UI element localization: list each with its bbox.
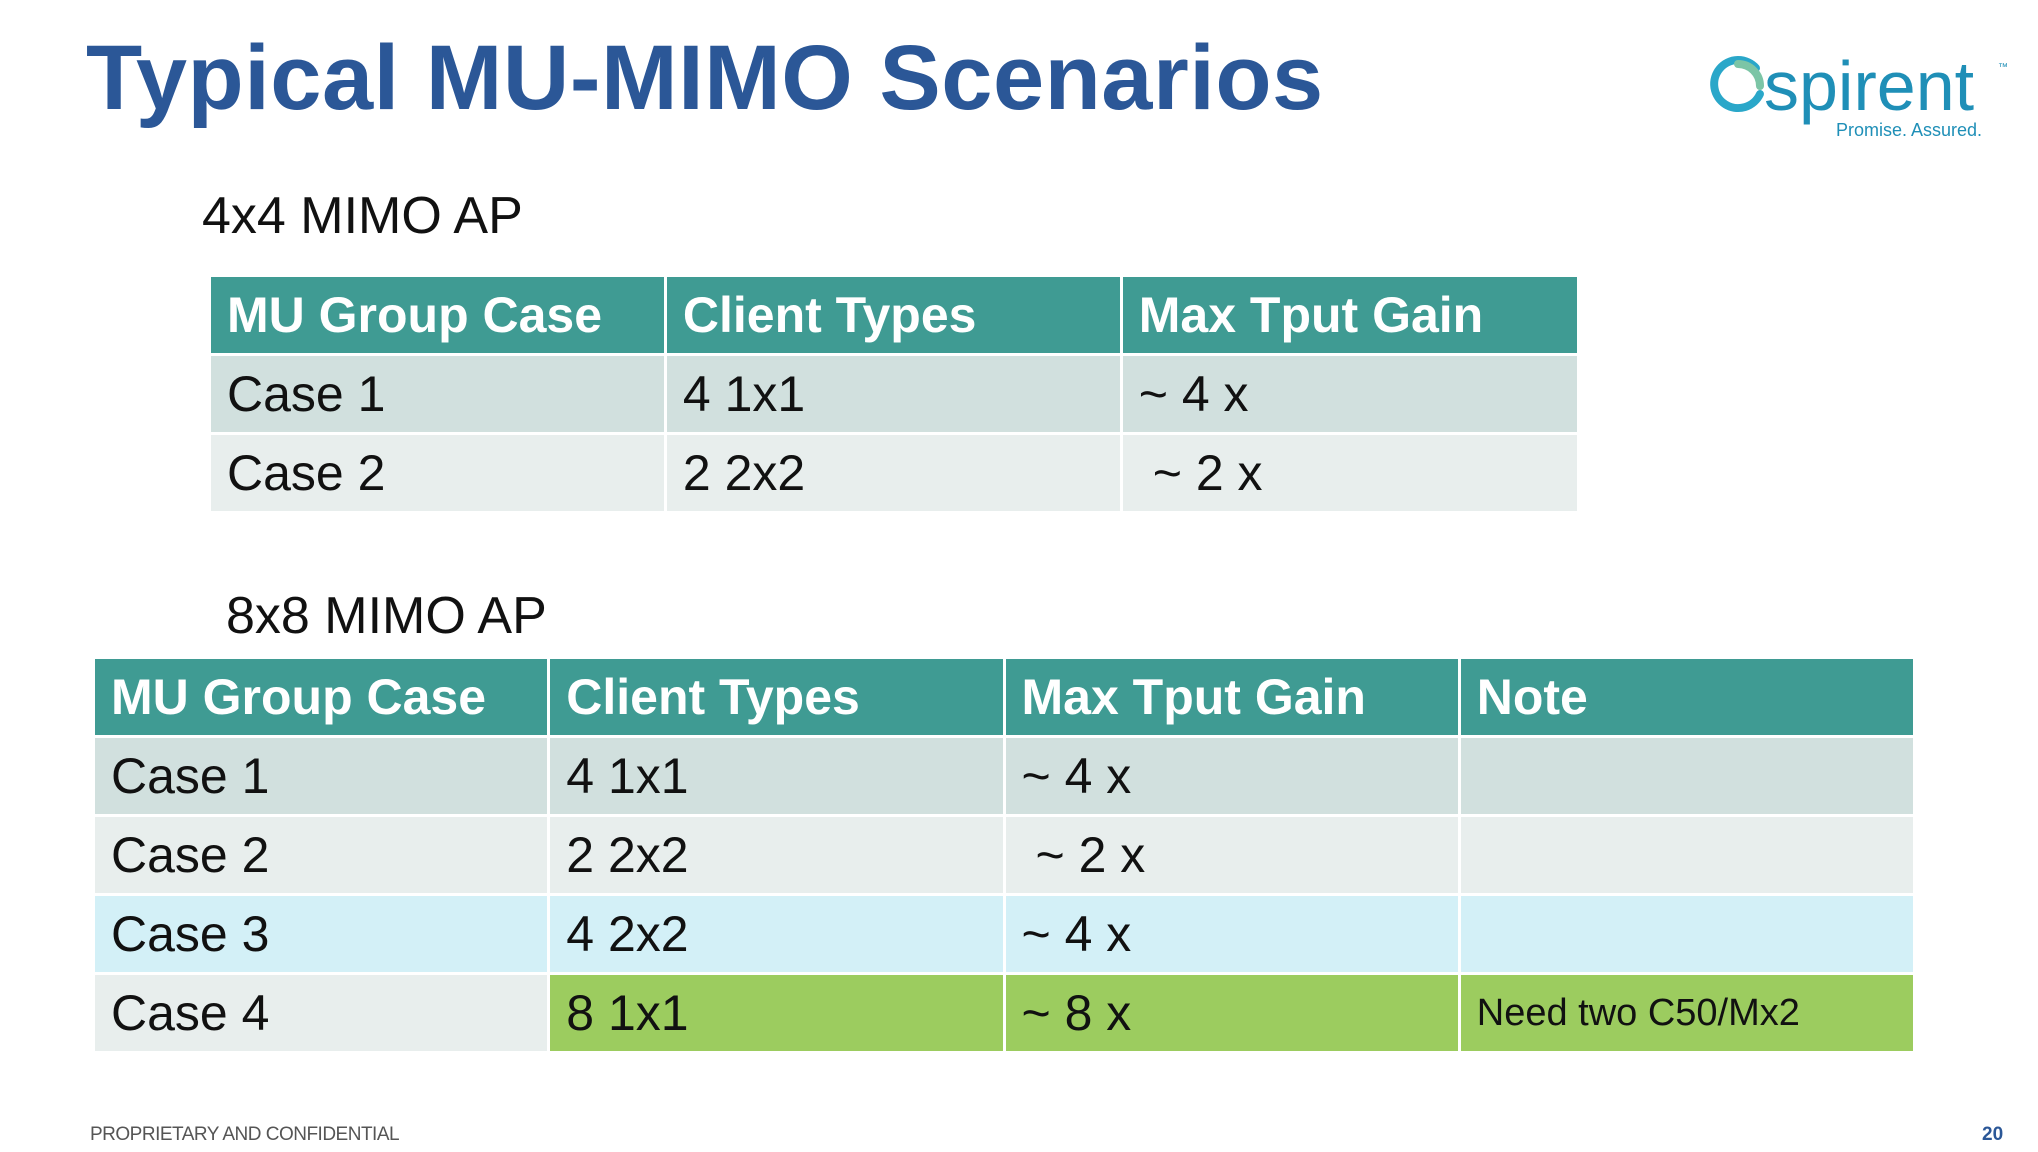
table-row: Case 1 4 1x1 ~ 4 x	[95, 738, 1913, 814]
table-row: Case 2 2 2x2 ~ 2 x	[211, 435, 1577, 511]
cell-case: Case 1	[95, 738, 548, 814]
logo-o-icon	[1710, 56, 1764, 113]
cell-note	[1460, 817, 1913, 893]
section-label-8x8: 8x8 MIMO AP	[226, 587, 547, 645]
header-max-tput-gain: Max Tput Gain	[1122, 277, 1577, 353]
table-4x4-mimo: MU Group Case Client Types Max Tput Gain…	[208, 274, 1580, 514]
cell-case: Case 1	[211, 356, 664, 432]
footer-confidential: PROPRIETARY AND CONFIDENTIAL	[90, 1124, 400, 1145]
cell-client-types: 2 2x2	[550, 817, 1003, 893]
cell-note	[1460, 896, 1913, 972]
cell-max-tput-gain: ~ 4 x	[1122, 356, 1577, 432]
logo-tagline: Promise. Assured.	[1836, 120, 1983, 140]
logo-trademark: ™	[1998, 62, 2008, 73]
cell-case: Case 3	[95, 896, 548, 972]
table-row: Case 3 4 2x2 ~ 4 x	[95, 896, 1913, 972]
header-max-tput-gain: Max Tput Gain	[1005, 659, 1458, 735]
cell-client-types: 2 2x2	[666, 435, 1120, 511]
cell-case: Case 2	[211, 435, 664, 511]
cell-max-tput-gain: ~ 4 x	[1005, 738, 1458, 814]
logo-wordmark: spirent	[1764, 47, 1975, 125]
header-mu-group-case: MU Group Case	[211, 277, 664, 353]
slide-title: Typical MU-MIMO Scenarios	[86, 27, 1324, 129]
header-note: Note	[1460, 659, 1913, 735]
table-row: Case 2 2 2x2 ~ 2 x	[95, 817, 1913, 893]
header-client-types: Client Types	[666, 277, 1120, 353]
cell-client-types: 4 2x2	[550, 896, 1003, 972]
cell-max-tput-gain: ~ 2 x	[1005, 817, 1458, 893]
cell-client-types: 8 1x1	[550, 975, 1003, 1051]
cell-case: Case 2	[95, 817, 548, 893]
cell-note	[1460, 738, 1913, 814]
cell-case: Case 4	[95, 975, 548, 1051]
table-header-row: MU Group Case Client Types Max Tput Gain…	[95, 659, 1913, 735]
table-8x8-mimo: MU Group Case Client Types Max Tput Gain…	[92, 656, 1916, 1054]
table-row: Case 1 4 1x1 ~ 4 x	[211, 356, 1577, 432]
cell-max-tput-gain: ~ 4 x	[1005, 896, 1458, 972]
cell-note: Need two C50/Mx2	[1460, 975, 1913, 1051]
cell-max-tput-gain: ~ 2 x	[1122, 435, 1577, 511]
page-number: 20	[1982, 1124, 2004, 1145]
cell-client-types: 4 1x1	[550, 738, 1003, 814]
cell-client-types: 4 1x1	[666, 356, 1120, 432]
cell-max-tput-gain: ~ 8 x	[1005, 975, 1458, 1051]
table-header-row: MU Group Case Client Types Max Tput Gain	[211, 277, 1577, 353]
header-mu-group-case: MU Group Case	[95, 659, 548, 735]
header-client-types: Client Types	[550, 659, 1003, 735]
table-row: Case 4 8 1x1 ~ 8 x Need two C50/Mx2	[95, 975, 1913, 1051]
section-label-4x4: 4x4 MIMO AP	[202, 187, 523, 245]
spirent-logo: spirent ™ Promise. Assured.	[1708, 40, 2018, 150]
